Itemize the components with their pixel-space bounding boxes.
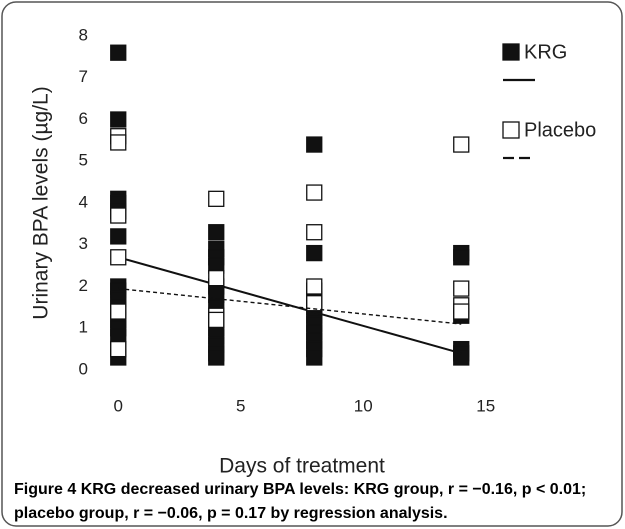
y-tick-label: 1 — [79, 318, 88, 337]
y-tick-label: 0 — [79, 359, 88, 378]
point — [208, 311, 225, 329]
point — [453, 303, 470, 320]
caption-text: KRG decreased urinary BPA levels: KRG gr… — [14, 481, 587, 522]
x-axis-title: Days of treatment — [219, 455, 385, 478]
y-tick-label: 7 — [79, 67, 88, 86]
trend-line — [117, 256, 462, 355]
point — [306, 295, 323, 312]
legend-marker — [502, 121, 520, 139]
point — [110, 228, 127, 245]
point — [110, 249, 127, 266]
legend-marker — [502, 43, 520, 61]
point — [110, 44, 127, 61]
point — [453, 280, 470, 297]
point — [208, 190, 225, 207]
caption-label: Figure 4 — [14, 481, 77, 498]
y-tick-label: 4 — [79, 192, 88, 211]
trend-line — [118, 287, 462, 325]
x-tick-label: 5 — [236, 396, 245, 415]
point — [208, 349, 225, 366]
point — [453, 136, 470, 153]
point — [110, 207, 127, 224]
point — [110, 134, 127, 151]
caption: Figure 4 KRG decreased urinary BPA level… — [14, 478, 614, 526]
y-tick-label: 6 — [79, 109, 88, 128]
legend-label: Placebo — [524, 119, 596, 141]
x-tick-label: 0 — [114, 396, 123, 415]
point — [306, 278, 323, 295]
point — [306, 349, 323, 366]
point — [306, 184, 323, 201]
point — [306, 224, 323, 241]
legend-label: KRG — [524, 41, 567, 63]
point — [453, 349, 470, 366]
x-tick-label: 15 — [476, 396, 495, 415]
point — [208, 269, 225, 287]
point — [110, 303, 127, 320]
point — [306, 136, 323, 153]
y-tick-label: 2 — [79, 276, 88, 295]
point — [110, 340, 127, 358]
point — [306, 244, 323, 262]
point — [453, 249, 470, 266]
y-tick-label: 5 — [79, 151, 88, 170]
y-tick-label: 3 — [79, 234, 88, 253]
point — [110, 111, 127, 128]
x-tick-label: 10 — [354, 396, 373, 415]
point — [208, 224, 225, 241]
y-tick-label: 8 — [79, 25, 88, 44]
y-axis-title: Urinary BPA levels (µg/L) — [30, 86, 53, 319]
